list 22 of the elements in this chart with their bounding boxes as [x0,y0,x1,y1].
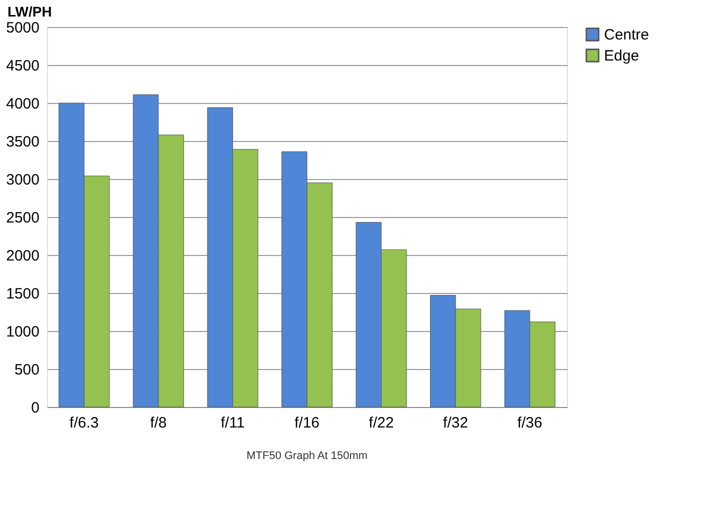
y-tick-label: 0 [31,400,40,416]
x-tick-label: f/36 [517,414,542,432]
y-tick-label: 5000 [6,20,40,36]
y-tick-label: 3500 [6,134,40,150]
x-tick-label: f/6.3 [70,414,99,432]
x-tick-label: f/32 [443,414,468,432]
y-axis-title: LW/PH [8,4,52,20]
x-tick-label: f/8 [150,414,167,432]
y-tick-label: 2000 [6,248,40,264]
y-tick-label: 1500 [6,286,40,302]
y-tick-label: 1000 [6,324,40,340]
legend-label: Edge [604,48,640,64]
y-tick-label: 4000 [6,96,40,112]
y-tick-label: 2500 [6,210,40,226]
x-tick-label: f/11 [220,414,245,432]
text: MTF50 Graph At 150mm [246,450,368,462]
x-tick-label: f/16 [294,414,320,432]
y-tick-label: 500 [14,362,40,378]
legend-label: Centre [604,26,650,44]
y-tick-label: 3000 [6,172,40,188]
x-tick-label: f/22 [368,414,394,432]
y-tick-label: 4500 [6,58,40,74]
